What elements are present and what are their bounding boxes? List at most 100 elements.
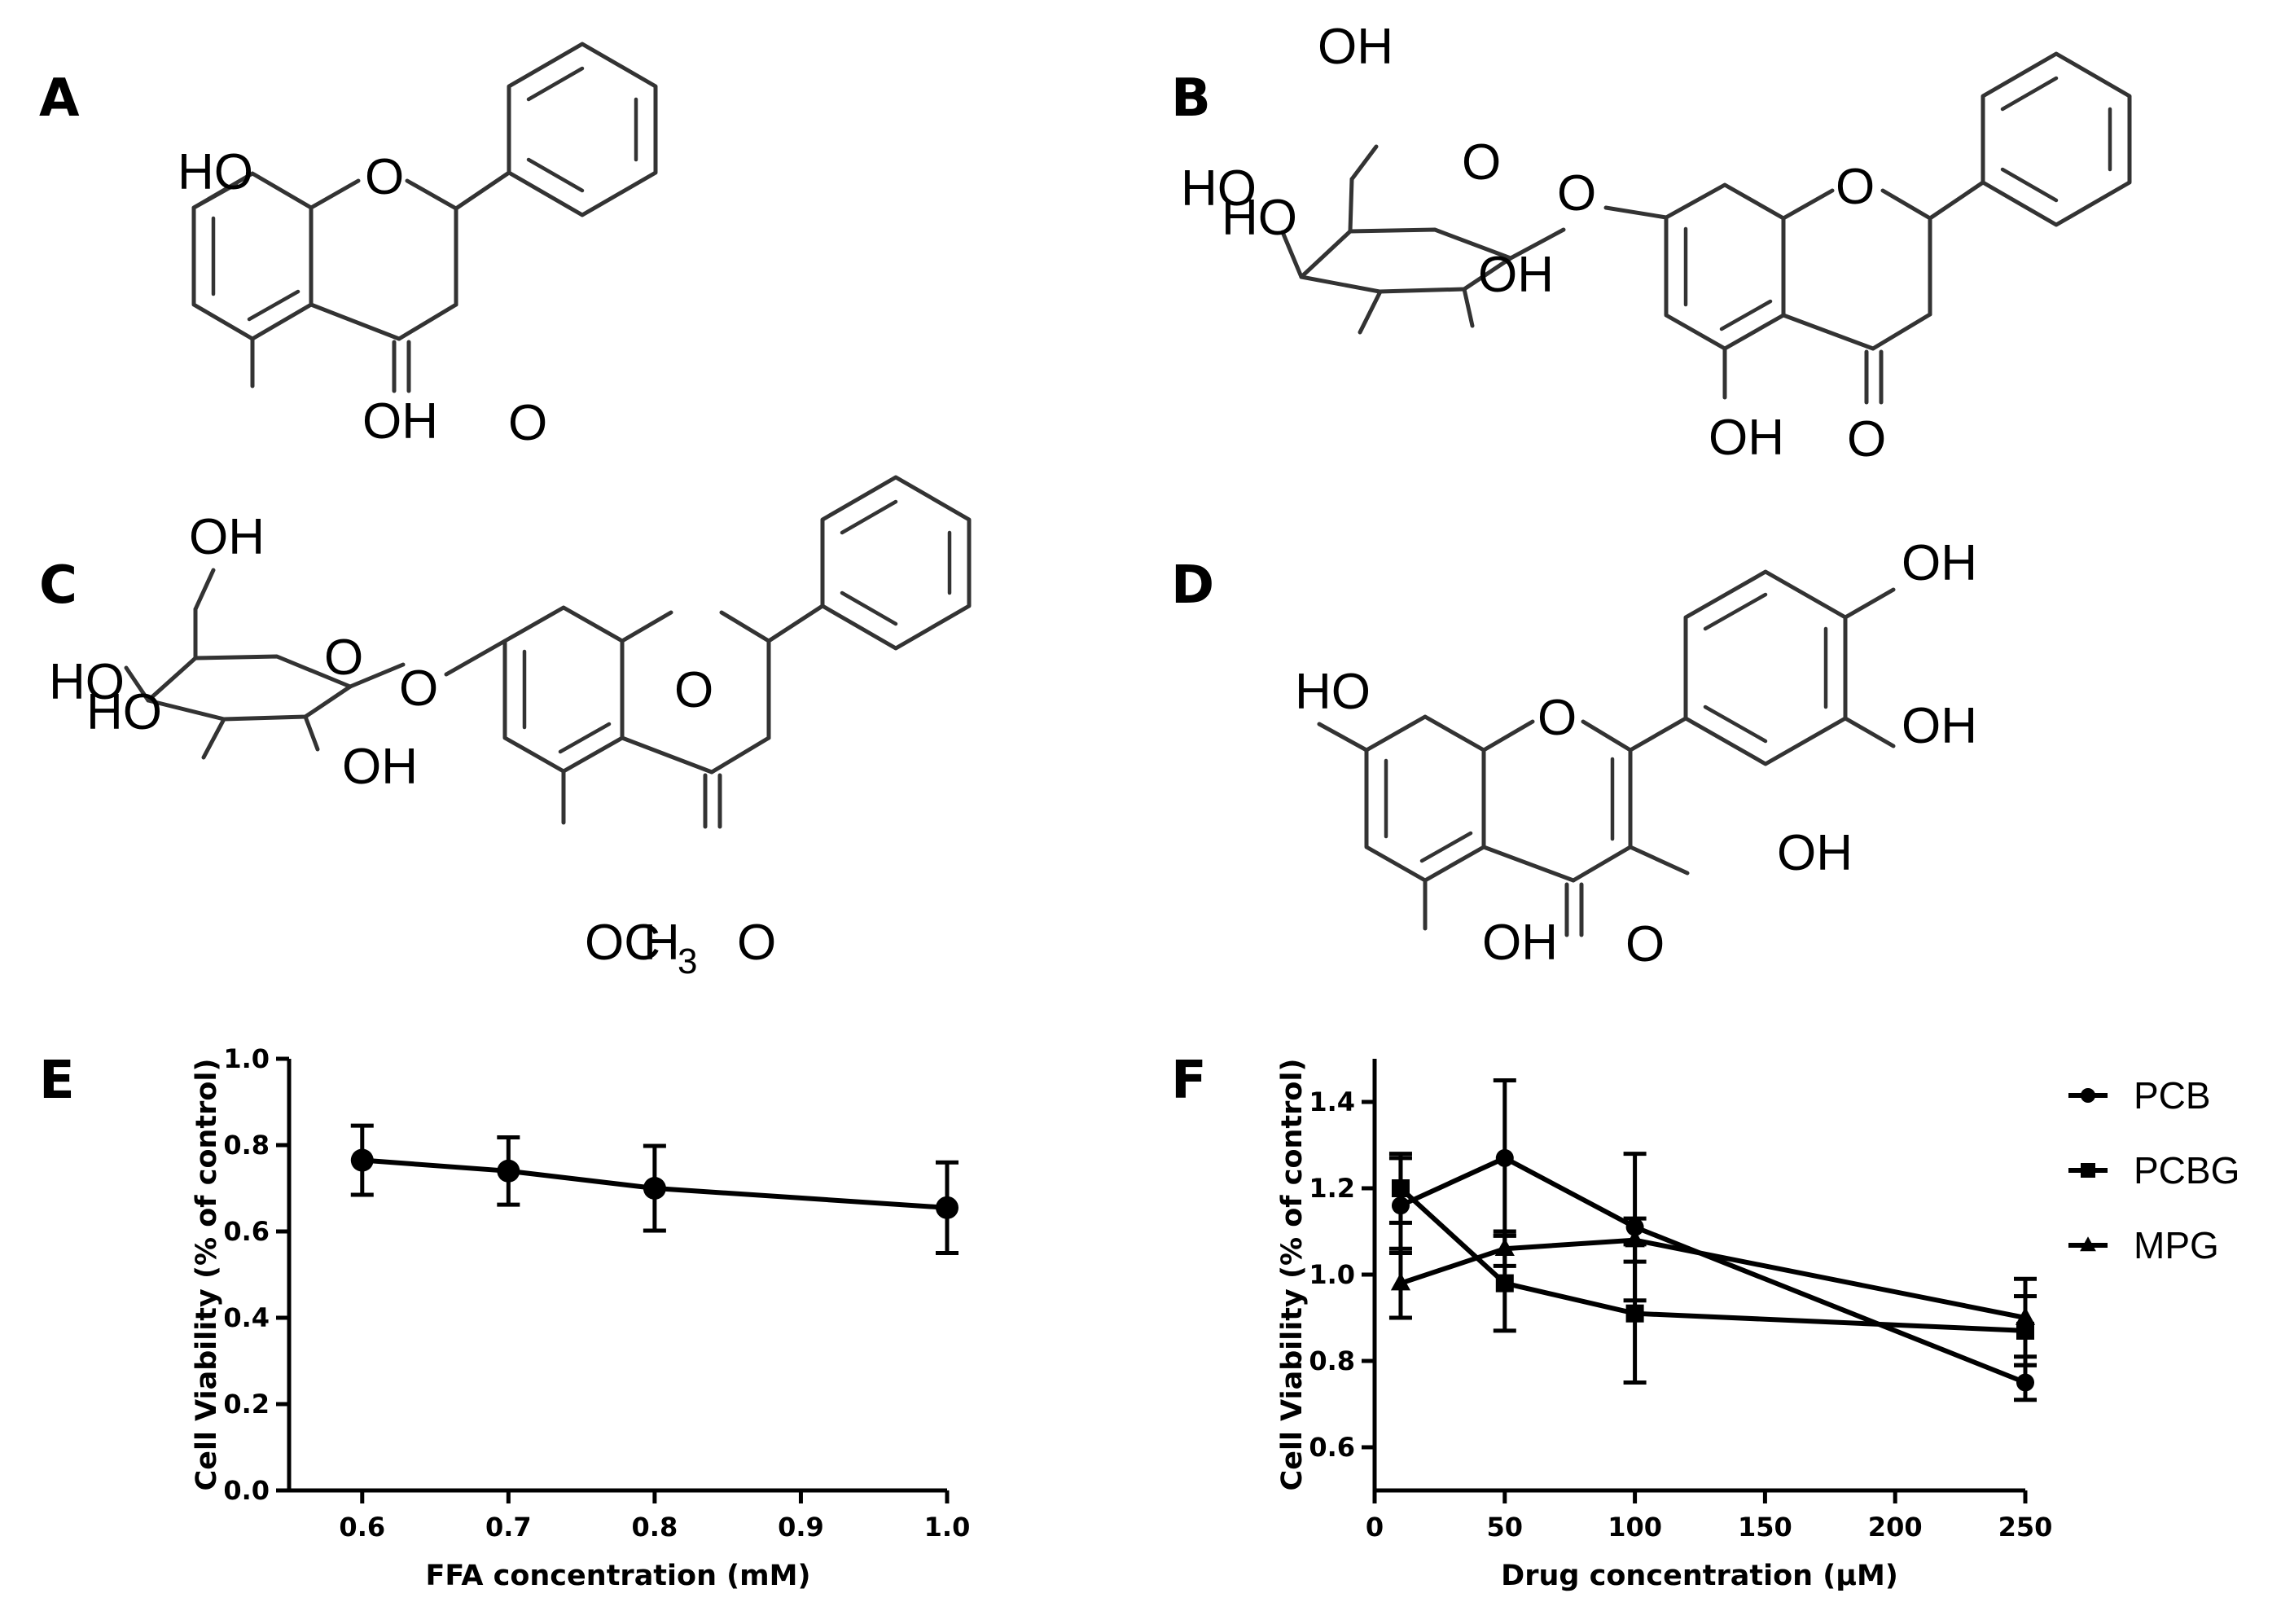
panel-label-d: D — [1171, 555, 1214, 616]
atom-label: O — [1537, 690, 1577, 746]
atom-label: OH — [362, 393, 438, 450]
chart-f-x-tick-label: 150 — [1738, 1512, 1792, 1543]
chart-f-series-line-pcbg — [1398, 1186, 2026, 1333]
chart-f-point-mpg — [1494, 1238, 1515, 1256]
chart-f-point-pcbg — [1625, 1304, 1644, 1323]
chart-f-marks — [1388, 1078, 2037, 1402]
structure-c: OH HO HO O OH O O OC H 3 O — [49, 475, 972, 981]
chart-e-x-tick-label: 0.8 — [632, 1512, 678, 1543]
atom-label: O — [399, 661, 438, 717]
chart-e-y-tick-label: 1.0 — [223, 1043, 270, 1074]
panel-label-f: F — [1171, 1051, 1207, 1111]
atom-label: OH — [1478, 247, 1554, 303]
chart-e: 0.0 0.2 0.4 0.6 0.8 1.0 0.6 0.7 0.8 0.9 1.0 FFA c… — [191, 1043, 970, 1592]
chart-f-x-tick-label: 50 — [1487, 1512, 1524, 1543]
chart-e-point-series — [936, 1196, 958, 1219]
atom-label: OC — [585, 915, 660, 971]
atom-label: O — [1557, 165, 1596, 222]
atom-label: HO — [49, 654, 125, 710]
structure-b: OH HO HO O OH O O OH O — [1181, 19, 2132, 467]
atom-label: O — [1847, 411, 1886, 467]
structure-a: HO O OH O — [178, 42, 658, 451]
chart-f-point-pcbg — [1495, 1274, 1514, 1293]
atom-label: O — [1462, 134, 1501, 191]
chart-f-point-mpg — [2015, 1306, 2036, 1325]
chart-f-point-pcb — [1495, 1148, 1514, 1167]
chart-f-legend-label-pcbg: PCBG — [2134, 1149, 2239, 1192]
atom-label: O — [508, 395, 547, 451]
chart-f: 0.6 0.8 1.0 1.2 1.4 0 50 100 150 200 250 PCB PCBG M… — [1276, 1059, 2239, 1592]
chart-f-legend-label-pcb: PCB — [2134, 1074, 2211, 1117]
structure-d: HO O OH O OH OH OH — [1295, 535, 1977, 972]
atom-subscript: 3 — [678, 941, 697, 981]
chart-f-point-pcb — [2016, 1373, 2034, 1392]
chart-e-point-series — [643, 1177, 666, 1200]
chart-f-y-tick-label: 1.2 — [1309, 1173, 1355, 1204]
chart-f-y-ticks: 0.6 0.8 1.0 1.2 1.4 — [1309, 1086, 1375, 1463]
chart-e-y-tick-label: 0.8 — [223, 1130, 270, 1161]
panel-label-e: E — [39, 1051, 75, 1111]
atom-label: OH — [1902, 535, 1977, 591]
chart-f-x-ticks: 0 50 100 150 200 250 — [1366, 1490, 2053, 1543]
chart-e-x-tick-label: 0.6 — [339, 1512, 385, 1543]
chart-f-x-tick-label: 250 — [1998, 1512, 2053, 1543]
atom-label: O — [324, 630, 363, 686]
atom-label: OH — [1318, 19, 1393, 75]
atom-label: OH — [1482, 915, 1558, 971]
chart-f-x-tick-label: 200 — [1868, 1512, 1923, 1543]
chart-e-y-tick-label: 0.4 — [223, 1302, 270, 1333]
chart-e-x-tick-label: 0.9 — [778, 1512, 824, 1543]
atom-label: O — [365, 149, 404, 205]
chart-e-x-tick-label: 0.7 — [485, 1512, 532, 1543]
atom-label: HO — [86, 684, 162, 740]
atom-label: OH — [189, 509, 265, 565]
chart-e-marks — [350, 1123, 958, 1255]
chart-f-series-line-pcb — [1399, 1155, 2027, 1385]
chart-f-y-tick-label: 0.8 — [1309, 1345, 1355, 1376]
panel-label-a: A — [39, 68, 80, 129]
chart-f-x-tick-label: 0 — [1366, 1512, 1384, 1543]
chart-e-x-tick-label: 1.0 — [924, 1512, 971, 1543]
chart-f-legend-marker-pcbg — [2081, 1163, 2095, 1178]
chart-e-y-tick-label: 0.6 — [223, 1216, 270, 1247]
atom-label: OH — [1777, 825, 1853, 881]
chart-e-point-series — [497, 1159, 520, 1183]
chart-f-point-mpg — [1390, 1272, 1411, 1291]
chart-f-y-tick-label: 1.4 — [1309, 1086, 1355, 1117]
chart-f-y-tick-label: 1.0 — [1309, 1259, 1355, 1290]
chart-f-legend-marker-mpg — [2080, 1236, 2096, 1252]
chart-f-x-axis-title: Drug concentration (μM) — [1501, 1560, 1898, 1592]
chart-f-axes — [1372, 1059, 2025, 1493]
chart-f-y-tick-label: 0.6 — [1309, 1432, 1355, 1463]
chart-e-series-line-series — [362, 1157, 948, 1210]
chart-e-point-series — [350, 1148, 374, 1172]
chart-f-legend: PCB PCBG MPG — [2068, 1074, 2239, 1266]
chart-f-series-line-mpg — [1400, 1237, 2026, 1320]
chart-e-y-axis-title: Cell Viability (% of control) — [191, 1059, 223, 1491]
atom-label: OH — [1709, 410, 1784, 466]
atom-label: HO — [1295, 664, 1371, 720]
chart-e-y-tick-label: 0.0 — [223, 1475, 270, 1506]
chart-f-y-axis-title: Cell Viability (% of control) — [1276, 1059, 1309, 1491]
atom-label: HO — [1181, 160, 1257, 217]
chart-f-legend-marker-pcb — [2081, 1088, 2095, 1103]
atom-label: HO — [1222, 190, 1297, 246]
panel-label-b: B — [1171, 68, 1211, 129]
panel-label-c: C — [39, 555, 77, 616]
chart-f-legend-label-mpg: MPG — [2134, 1224, 2219, 1266]
atom-label: O — [1625, 916, 1665, 972]
atom-label: HO — [178, 144, 253, 200]
atom-label: O — [1836, 159, 1875, 215]
chart-e-y-ticks: 0.0 0.2 0.4 0.6 0.8 1.0 — [223, 1043, 289, 1506]
atom-label: OH — [342, 739, 418, 795]
chart-e-x-axis-title: FFA concentration (mM) — [426, 1560, 811, 1592]
chart-f-point-mpg — [1625, 1229, 1645, 1248]
chart-e-axes — [287, 1059, 947, 1493]
atom-label: O — [674, 662, 713, 718]
atom-label: H — [643, 915, 680, 971]
chart-e-x-ticks: 0.6 0.7 0.8 0.9 1.0 — [339, 1490, 970, 1543]
chart-f-x-tick-label: 100 — [1608, 1512, 1662, 1543]
atom-label: OH — [1902, 698, 1977, 754]
atom-label: O — [737, 915, 776, 971]
